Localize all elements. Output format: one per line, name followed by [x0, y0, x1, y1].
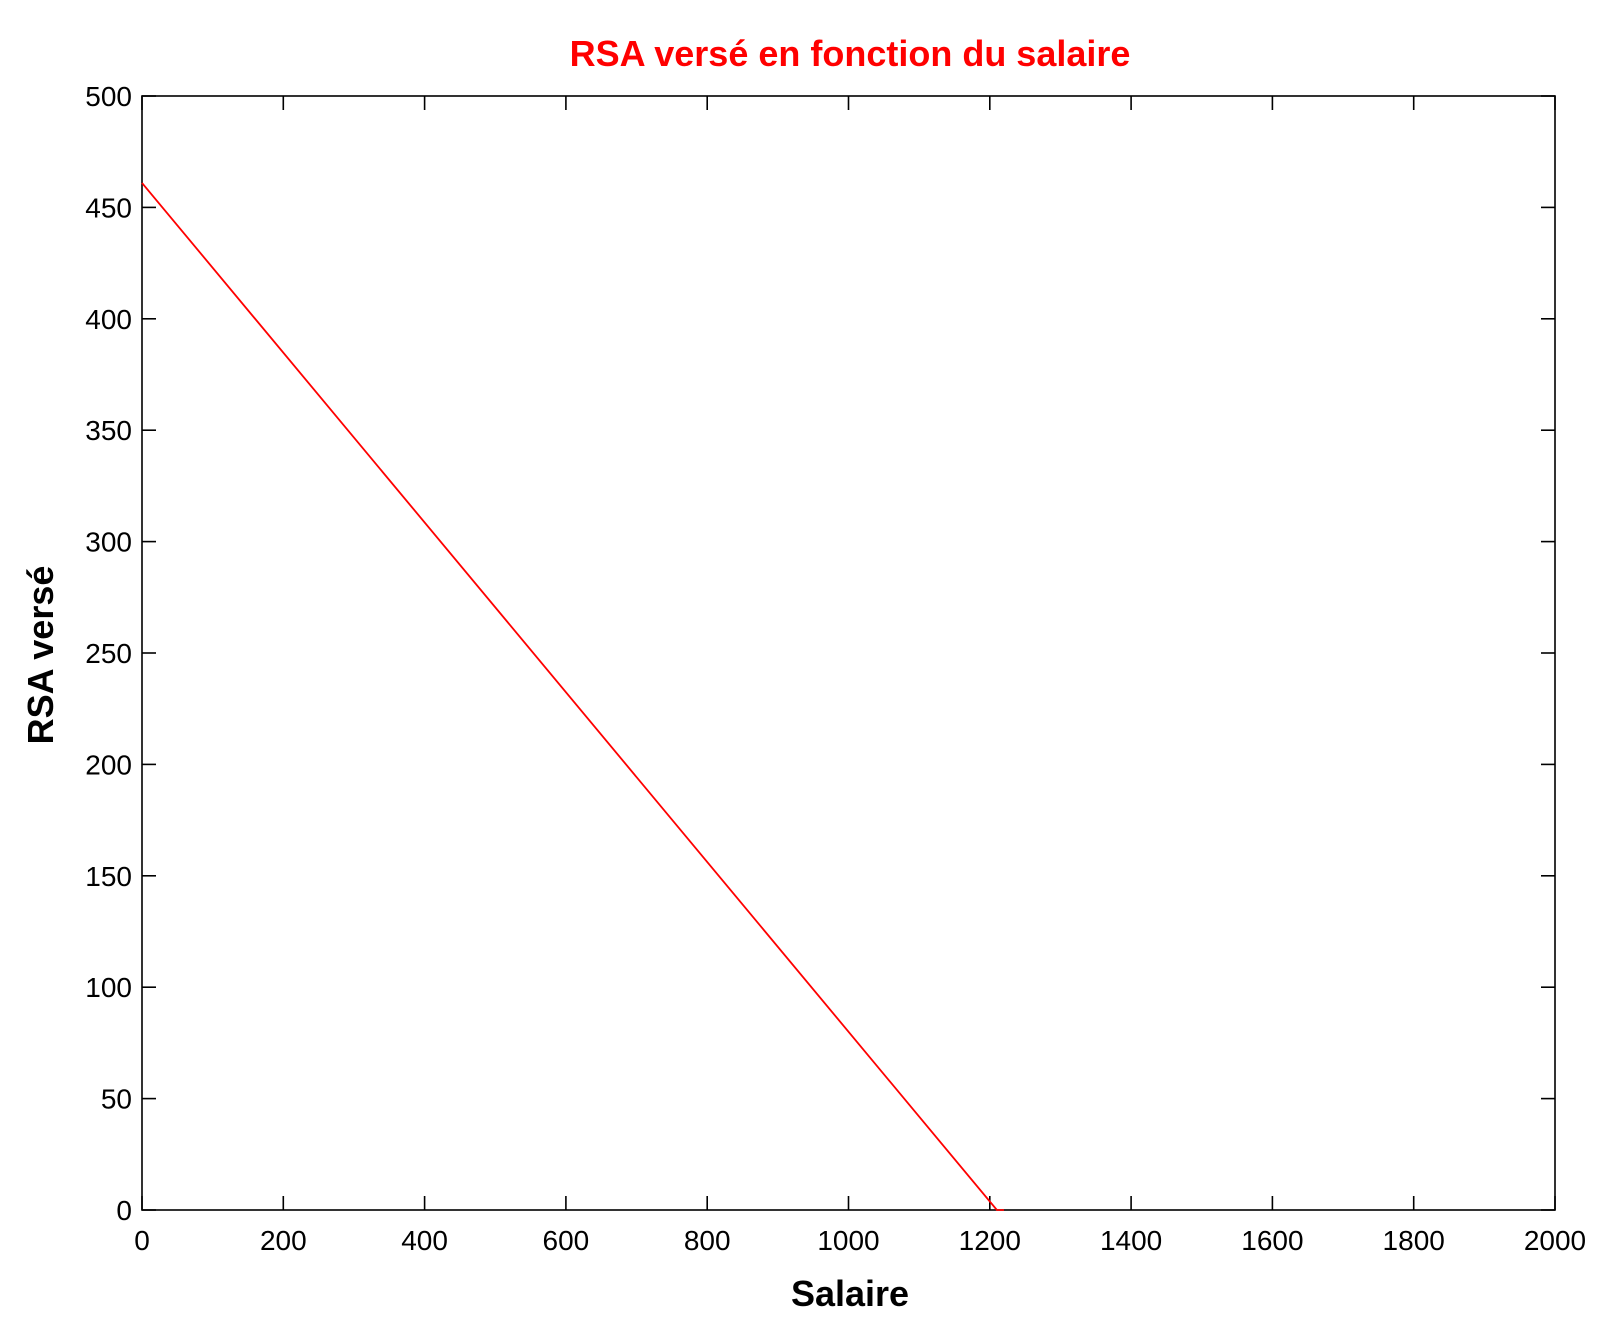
- x-tick-label: 1600: [1241, 1225, 1303, 1256]
- y-tick: 150: [85, 861, 1555, 892]
- y-tick: 200: [85, 749, 1555, 780]
- chart-title: RSA versé en fonction du salaire: [570, 33, 1131, 74]
- x-axis-ticks: 0 200 400 600 800 1000 1200 1400 1600 1800 2000: [134, 96, 1586, 1256]
- y-tick-label: 350: [85, 415, 132, 446]
- x-tick: 600: [543, 96, 590, 1256]
- x-tick: 0: [134, 96, 150, 1256]
- x-tick-label: 800: [684, 1225, 731, 1256]
- x-tick-label: 600: [543, 1225, 590, 1256]
- x-tick: 1200: [959, 96, 1021, 1256]
- y-tick: 100: [85, 972, 1555, 1003]
- series-layer: [141, 182, 1004, 1211]
- y-tick-label: 0: [116, 1195, 132, 1226]
- plot-area-frame: [141, 95, 1556, 1211]
- x-tick-label: 1000: [817, 1225, 879, 1256]
- y-tick-label: 50: [101, 1084, 132, 1115]
- y-tick: 500: [85, 81, 1555, 112]
- x-tick: 800: [684, 96, 731, 1256]
- y-tick: 50: [101, 1084, 1555, 1115]
- x-axis-label: Salaire: [791, 1273, 909, 1314]
- x-tick-label: 0: [134, 1225, 150, 1256]
- y-axis-label: RSA versé: [20, 566, 61, 745]
- x-tick: 1600: [1241, 96, 1304, 1256]
- y-axis-ticks: 0 50 100 150 200 250 300 350 400 450 500: [85, 81, 1555, 1226]
- x-tick: 400: [401, 96, 448, 1256]
- y-tick-label: 250: [85, 638, 132, 669]
- y-tick: 450: [85, 192, 1555, 223]
- y-tick-label: 200: [85, 749, 132, 780]
- series-line: [141, 182, 1004, 1211]
- y-tick-label: 400: [85, 304, 132, 335]
- y-tick-label: 450: [85, 192, 132, 223]
- y-tick-label: 500: [85, 81, 132, 112]
- x-tick-label: 1200: [959, 1225, 1021, 1256]
- y-tick: 300: [85, 527, 1555, 558]
- x-tick: 2000: [1524, 96, 1586, 1256]
- x-tick-label: 400: [401, 1225, 448, 1256]
- y-tick-label: 150: [85, 861, 132, 892]
- x-tick: 1800: [1383, 96, 1445, 1256]
- y-tick-label: 300: [85, 527, 132, 558]
- x-tick: 1000: [817, 96, 880, 1256]
- y-tick: 400: [85, 304, 1555, 335]
- x-tick-label: 200: [260, 1225, 307, 1256]
- y-tick: 0: [116, 1195, 1555, 1226]
- x-tick-label: 1800: [1383, 1225, 1445, 1256]
- x-tick: 1400: [1100, 96, 1162, 1256]
- y-tick: 350: [85, 415, 1555, 446]
- y-tick: 250: [85, 638, 1555, 669]
- x-tick-label: 2000: [1524, 1225, 1586, 1256]
- y-tick-label: 100: [85, 972, 132, 1003]
- x-tick: 200: [260, 96, 307, 1256]
- x-tick-label: 1400: [1100, 1225, 1162, 1256]
